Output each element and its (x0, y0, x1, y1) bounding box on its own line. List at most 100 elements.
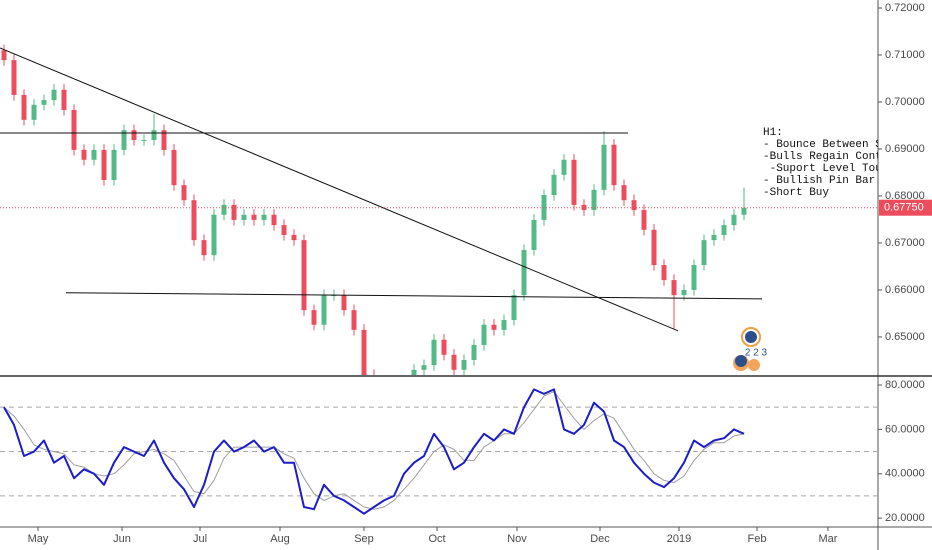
y-tick-label: 0.68000 (885, 190, 925, 202)
candle-body (591, 189, 597, 211)
candle-body (571, 159, 577, 205)
y-tick-label: 0.65000 (885, 331, 925, 343)
y-tick-label: 0.66000 (885, 284, 925, 296)
candle-body (201, 240, 207, 256)
x-tick-label: Feb (748, 533, 767, 545)
candle-body (701, 240, 707, 266)
candle-body (511, 295, 517, 321)
rsi-line (3, 391, 745, 510)
candle-body (501, 320, 507, 330)
y-tick-label: 0.67000 (885, 237, 925, 249)
candle-body (171, 149, 177, 186)
candle-body (151, 130, 157, 141)
candle-body (191, 200, 197, 241)
annotation-line: -Short Buy (763, 187, 829, 199)
candle-body (181, 185, 187, 201)
event-count: 2 2 3 (745, 348, 768, 359)
annotation-line: - Bounce Between S (763, 139, 882, 151)
candle-body (271, 214, 277, 226)
candle-body (481, 324, 487, 345)
candle-body (31, 104, 37, 120)
candle-body (611, 144, 617, 186)
candle-body (281, 225, 287, 235)
event-icon[interactable] (748, 359, 760, 371)
candle-body (41, 100, 47, 105)
candle-body (161, 130, 167, 150)
candle-body (311, 310, 317, 325)
candle-body (211, 214, 217, 256)
y-tick-label: 0.69000 (885, 143, 925, 155)
rsi-tick-label: 80.0000 (885, 379, 925, 391)
candle-body (61, 89, 67, 110)
candle-body (561, 159, 567, 175)
x-tick-label: Nov (507, 533, 527, 545)
y-tick-label: 0.70000 (885, 96, 925, 108)
rsi-tick-label: 60.0000 (885, 423, 925, 435)
candle-body (81, 149, 87, 160)
candle-body (291, 234, 297, 241)
candle-body (351, 310, 357, 330)
x-tick-label: 2019 (667, 533, 691, 545)
candle-body (631, 200, 637, 211)
candle-body (671, 280, 677, 296)
annotation-line: -Suport Level Tou (763, 163, 882, 175)
candle-body (241, 214, 247, 220)
candle-body (451, 354, 457, 370)
candle-body (361, 329, 367, 375)
x-tick-label: Sep (354, 533, 374, 545)
rsi-pane (0, 388, 878, 515)
x-tick-label: Dec (590, 533, 610, 545)
candle-body (641, 210, 647, 230)
candle-body (251, 214, 257, 220)
candle-body (261, 214, 267, 220)
event-icons: 2 2 3 (733, 327, 768, 371)
rsi-line (3, 388, 745, 515)
candle-body (731, 214, 737, 226)
annotation-line: - Bullish Pin Bar (763, 175, 875, 187)
annotation-line: -Bulls Regain Cont (763, 151, 882, 163)
candle-body (531, 219, 537, 250)
candle-body (661, 265, 667, 281)
candle-body (521, 250, 527, 296)
event-icon-inner (745, 331, 757, 343)
candle-body (421, 365, 427, 370)
rsi-tick-label: 20.0000 (885, 512, 925, 524)
price-pane: H1:- Bounce Between S-Bulls Regain Cont … (0, 44, 882, 375)
candle-body (581, 204, 587, 211)
x-tick-label: Aug (270, 533, 290, 545)
candle-body (551, 174, 557, 196)
candle-body (461, 359, 467, 370)
event-icon-inner (735, 355, 747, 367)
x-tick-label: Jul (193, 533, 207, 545)
last-price-label: 0.67750 (884, 202, 924, 214)
candle-body (51, 89, 57, 101)
candle-body (101, 149, 107, 180)
trend-line (65, 292, 763, 300)
candle-body (301, 240, 307, 311)
candle-body (621, 185, 627, 201)
candle-body (711, 234, 717, 241)
candle-body (441, 339, 447, 355)
x-tick-label: Jun (113, 533, 131, 545)
candle-body (141, 140, 147, 142)
x-tick-label: May (28, 533, 49, 545)
rsi-tick-label: 40.0000 (885, 468, 925, 480)
candle-body (491, 324, 497, 330)
candle-body (121, 130, 127, 150)
candle-body (691, 265, 697, 290)
candle-body (431, 339, 437, 366)
x-tick-label: Oct (428, 533, 445, 545)
y-tick-label: 0.72000 (885, 2, 925, 14)
candle-body (231, 204, 237, 220)
candle-body (21, 94, 27, 120)
candle-body (341, 295, 347, 311)
annotation-line: H1: (763, 127, 783, 139)
x-tick-label: Mar (819, 533, 838, 545)
axes: 0.65000 0.66000 0.67000 0.68000 0.69000 0.700… (28, 2, 932, 545)
candle-body (321, 295, 327, 325)
candle-body (601, 144, 607, 190)
y-tick-label: 0.71000 (885, 49, 925, 61)
candle-body (721, 225, 727, 235)
